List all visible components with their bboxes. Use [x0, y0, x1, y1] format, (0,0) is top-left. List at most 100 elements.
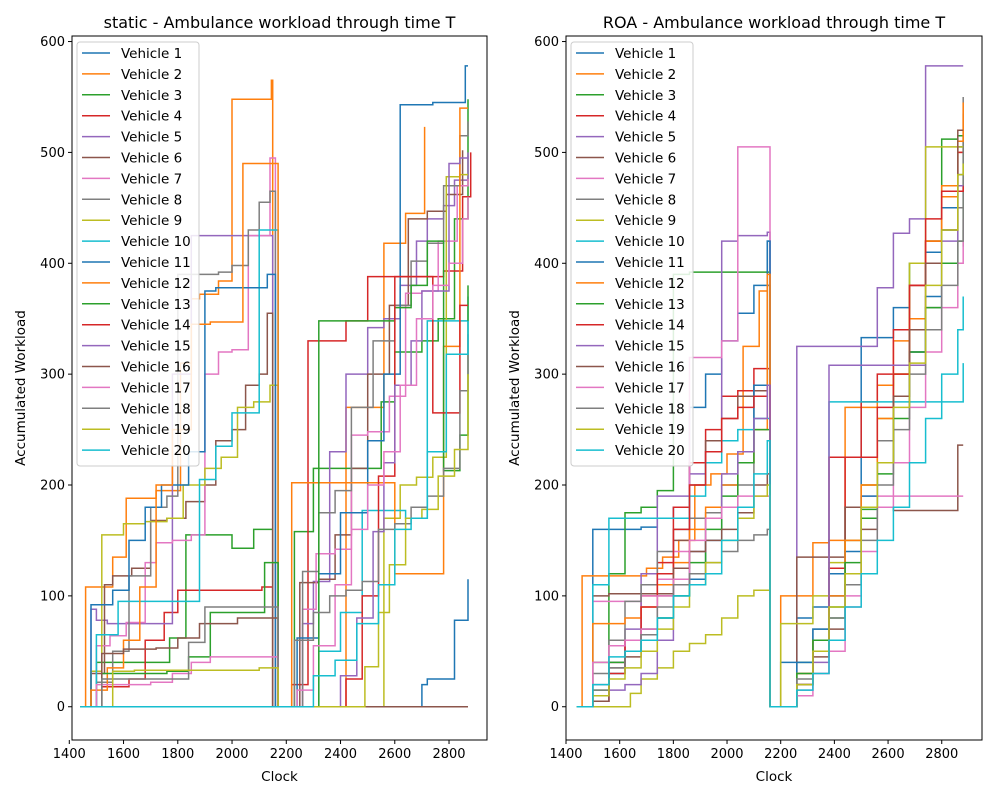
legend-label: Vehicle 3 — [121, 88, 182, 104]
legend: Vehicle 1 Vehicle 2 Vehicle 3 Vehicle 4 Vehi… — [76, 41, 200, 467]
legend-label: Vehicle 11 — [121, 255, 191, 271]
legend-label: Vehicle 20 — [615, 443, 685, 459]
y-tick-label: 0 — [57, 700, 65, 715]
legend-label: Vehicle 12 — [121, 276, 191, 292]
x-tick-label: 2800 — [432, 747, 465, 762]
legend-label: Vehicle 10 — [615, 234, 685, 250]
legend-label: Vehicle 16 — [121, 360, 191, 376]
y-tick-label: 300 — [40, 368, 65, 383]
legend-label: Vehicle 3 — [615, 88, 676, 104]
y-tick-label: 200 — [534, 479, 559, 494]
legend-label: Vehicle 13 — [615, 297, 685, 313]
legend-box — [76, 41, 200, 467]
y-tick-label: 600 — [534, 35, 559, 50]
series-line-vehicle-5 — [80, 152, 469, 708]
series-line-vehicle-7 — [80, 157, 469, 708]
legend-label: Vehicle 11 — [615, 255, 685, 271]
legend-label: Vehicle 19 — [121, 422, 191, 438]
legend-label: Vehicle 18 — [615, 401, 685, 417]
x-tick-label: 2600 — [378, 747, 411, 762]
legend-label: Vehicle 6 — [615, 151, 676, 167]
y-axis-label: Accumulated Workload — [507, 310, 523, 466]
legend-label: Vehicle 12 — [615, 276, 685, 292]
series-line-vehicle-16 — [80, 617, 468, 708]
legend-label: Vehicle 18 — [121, 401, 191, 417]
x-tick-label: 2000 — [710, 747, 743, 762]
legend-label: Vehicle 5 — [121, 130, 182, 146]
x-tick-label: 2600 — [872, 747, 905, 762]
legend-label: Vehicle 14 — [121, 318, 191, 334]
y-tick-label: 100 — [534, 589, 559, 604]
legend-label: Vehicle 7 — [121, 171, 182, 187]
x-tick-label: 2200 — [270, 747, 303, 762]
axis-ticks: 1400 1600 1800 2000 2200 2400 2600 2800 0 100 200 3… — [534, 35, 958, 762]
series-line-vehicle-6 — [80, 150, 464, 708]
legend: Vehicle 1 Vehicle 2 Vehicle 3 Vehicle 4 Vehi… — [570, 41, 694, 467]
plot-frame — [565, 35, 983, 741]
legend-label: Vehicle 19 — [615, 422, 685, 438]
legend-label: Vehicle 7 — [615, 171, 676, 187]
legend-label: Vehicle 10 — [121, 234, 191, 250]
legend-label: Vehicle 9 — [615, 213, 676, 229]
legend-label: Vehicle 20 — [121, 443, 191, 459]
x-tick-label: 2200 — [764, 747, 797, 762]
legend-box — [570, 41, 694, 467]
legend-label: Vehicle 14 — [615, 318, 685, 334]
x-tick-label: 2400 — [324, 747, 357, 762]
x-tick-label: 2800 — [925, 747, 958, 762]
legend-label: Vehicle 8 — [615, 192, 676, 208]
series-line-vehicle-12 — [80, 107, 468, 708]
legend-label: Vehicle 1 — [615, 46, 676, 62]
legend-label: Vehicle 15 — [615, 339, 685, 355]
y-tick-label: 500 — [40, 146, 65, 161]
y-tick-label: 500 — [534, 146, 559, 161]
x-tick-label: 1400 — [53, 747, 86, 762]
y-tick-label: 600 — [40, 35, 65, 50]
axis-ticks: 1400 1600 1800 2000 2200 2400 2600 2800 0 100 200 3… — [40, 35, 465, 762]
series-line-vehicle-20 — [80, 320, 469, 708]
legend-label: Vehicle 6 — [121, 151, 182, 167]
y-tick-label: 200 — [40, 479, 65, 494]
legend-label: Vehicle 5 — [615, 130, 676, 146]
legend-label: Vehicle 1 — [121, 46, 182, 62]
series-line-vehicle-11 — [80, 65, 468, 708]
x-tick-label: 1600 — [603, 747, 636, 762]
series-line-vehicle-15 — [576, 184, 964, 708]
legend-label: Vehicle 2 — [615, 67, 676, 83]
x-tick-label: 1400 — [549, 747, 582, 762]
legend-label: Vehicle 16 — [615, 360, 685, 376]
legend-label: Vehicle 4 — [121, 109, 182, 125]
series-line-vehicle-1 — [80, 579, 469, 708]
x-tick-label: 1600 — [107, 747, 140, 762]
y-tick-label: 300 — [534, 368, 559, 383]
legend-label: Vehicle 8 — [121, 192, 182, 208]
legend-label: Vehicle 9 — [121, 213, 182, 229]
chart-title: static - Ambulance workload through time… — [104, 13, 456, 32]
legend-label: Vehicle 17 — [615, 380, 685, 396]
legend-label: Vehicle 17 — [121, 380, 191, 396]
y-tick-label: 400 — [534, 257, 559, 272]
y-tick-label: 0 — [551, 700, 559, 715]
x-tick-label: 1800 — [657, 747, 690, 762]
chart-title: ROA - Ambulance workload through time T — [603, 13, 945, 32]
x-tick-label: 2400 — [818, 747, 851, 762]
y-tick-label: 400 — [40, 257, 65, 272]
x-axis-label: Clock — [756, 769, 793, 785]
y-tick-label: 100 — [40, 589, 65, 604]
y-axis-label: Accumulated Workload — [13, 310, 29, 466]
x-tick-label: 2000 — [215, 747, 248, 762]
x-tick-label: 1800 — [161, 747, 194, 762]
legend-label: Vehicle 13 — [121, 297, 191, 313]
series-line-vehicle-20 — [576, 296, 964, 708]
plot-frame — [71, 35, 488, 741]
legend-label: Vehicle 15 — [121, 339, 191, 355]
static-workload-chart: static - Ambulance workload through time… — [13, 13, 488, 785]
legend-label: Vehicle 4 — [615, 109, 676, 125]
legend-label: Vehicle 2 — [121, 67, 182, 83]
series-lines — [80, 65, 472, 708]
x-axis-label: Clock — [261, 769, 298, 785]
roa-workload-chart: ROA - Ambulance workload through time T … — [507, 13, 983, 785]
series-line-vehicle-19 — [80, 374, 469, 708]
series-lines — [576, 65, 964, 708]
